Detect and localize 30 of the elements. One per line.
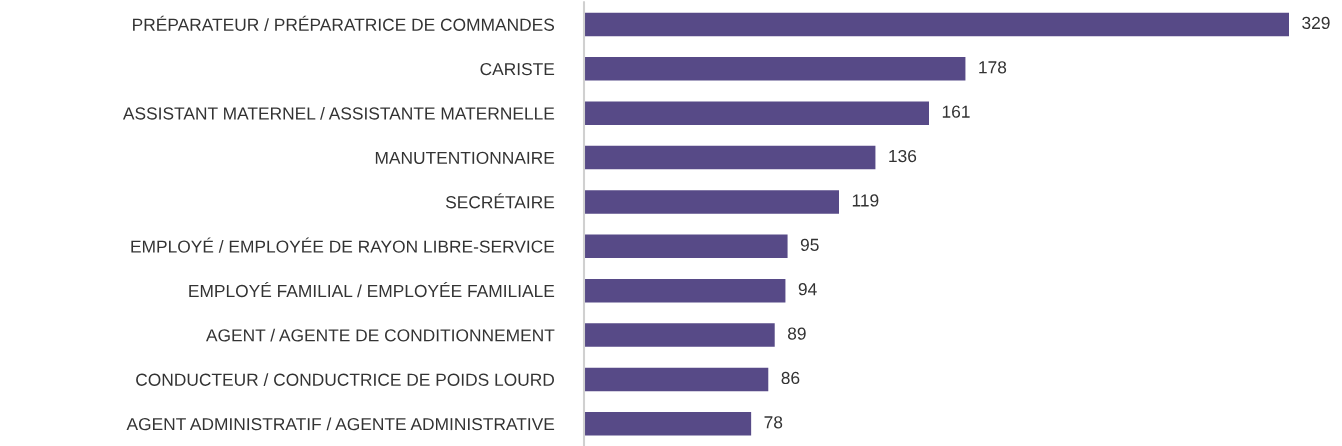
data-label: 78 (764, 416, 783, 429)
bar (584, 57, 966, 81)
data-label: 136 (889, 149, 917, 163)
bar (584, 367, 769, 392)
data-label: 119 (852, 194, 879, 207)
y-tick-label: PRÉPARATEUR / PRÉPARATRICE DE COMMANDES (133, 15, 555, 31)
bar (584, 12, 1289, 37)
bar (584, 101, 929, 125)
y-tick-label: AGENT / AGENTE DE CONDITIONNEMENT (205, 328, 555, 342)
y-tick-label: EMPLOYÉ / EMPLOYÉE DE RAYON LIBRE-SERVICE (131, 237, 555, 253)
data-label: 329 (1302, 16, 1330, 30)
data-label: 161 (942, 105, 970, 118)
data-label: 89 (787, 327, 806, 340)
y-tick-label: CARISTE (480, 62, 555, 76)
bar (584, 323, 775, 347)
data-label: 86 (781, 371, 800, 385)
bar (584, 190, 839, 214)
y-tick-label: EMPLOYÉ FAMILIAL / EMPLOYÉE FAMILIALE (189, 281, 555, 298)
y-tick-label: AGENT ADMINISTRATIF / AGENTE ADMINISTRATIVE (126, 417, 555, 431)
data-label: 94 (798, 283, 817, 296)
y-tick-label: CONDUCTEUR / CONDUCTRICE DE POIDS LOURD (136, 373, 554, 386)
bar (584, 278, 786, 303)
y-tick-label: SECRÉTAIRE (445, 193, 555, 209)
data-label: 178 (979, 61, 1007, 74)
y-tick-label: ASSISTANT MATERNEL / ASSISTANTE MATERNELLE (122, 106, 555, 120)
y-tick-label: MANUTENTIONNAIRE (375, 151, 555, 165)
bar (584, 412, 752, 436)
bar (584, 234, 788, 259)
data-label: 95 (800, 238, 819, 251)
bar (584, 145, 876, 170)
